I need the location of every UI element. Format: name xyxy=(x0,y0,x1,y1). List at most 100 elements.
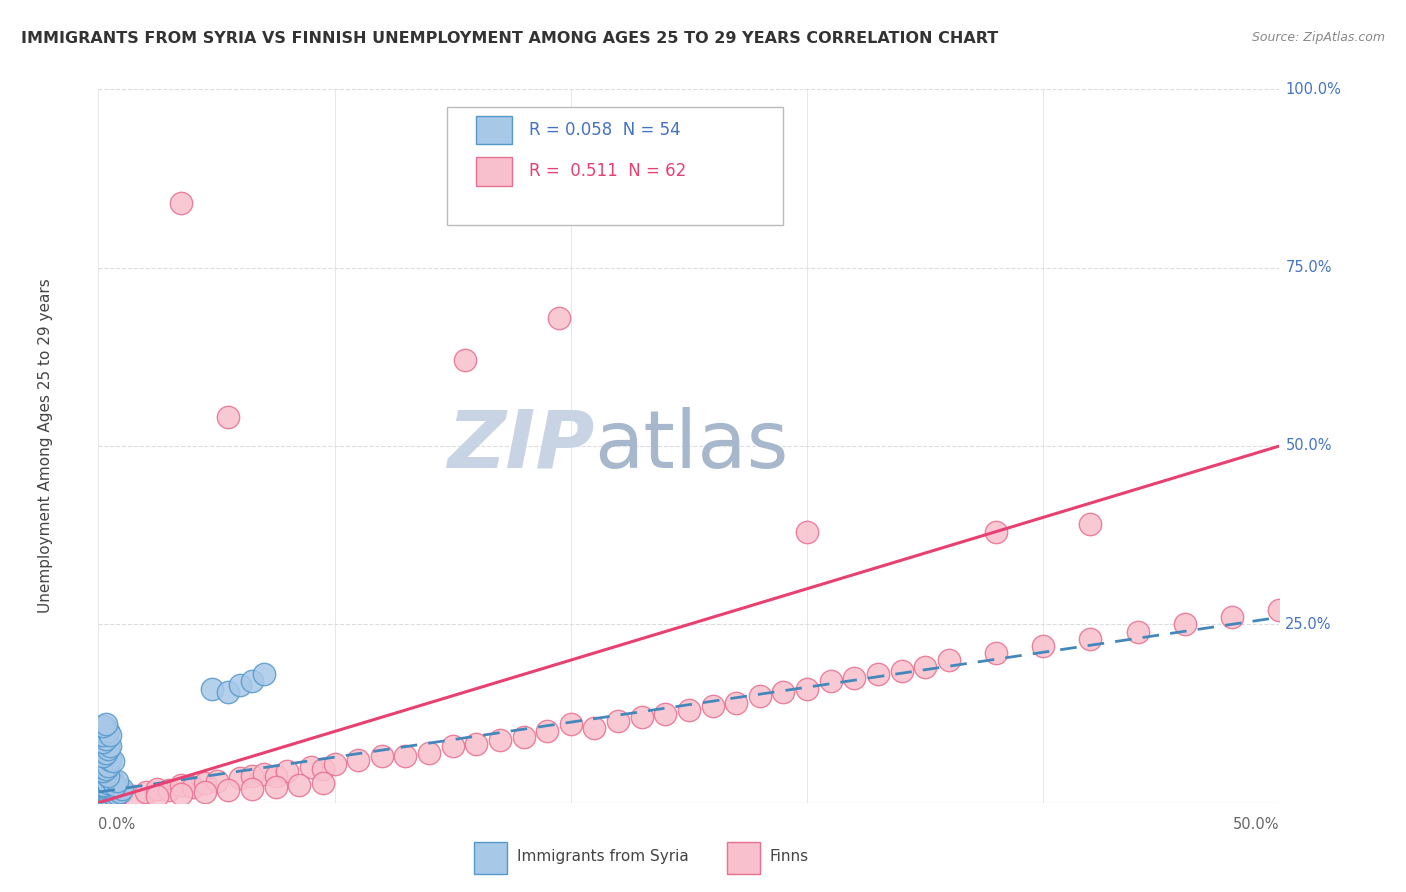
Point xyxy=(205,774,228,789)
Point xyxy=(104,778,127,792)
Point xyxy=(91,792,114,806)
Point xyxy=(654,706,676,721)
Point xyxy=(157,783,180,797)
Point xyxy=(194,785,217,799)
Point xyxy=(101,790,124,805)
Point xyxy=(201,681,224,696)
Point xyxy=(98,785,121,799)
Point xyxy=(489,733,512,747)
Point xyxy=(105,783,128,797)
Point xyxy=(98,781,121,796)
Point xyxy=(914,660,936,674)
Point xyxy=(453,353,475,368)
Point xyxy=(91,735,114,749)
Point xyxy=(111,785,134,799)
Point xyxy=(229,678,252,692)
Point xyxy=(1268,603,1291,617)
Point xyxy=(1080,632,1102,646)
Point xyxy=(97,776,120,790)
Point xyxy=(536,724,558,739)
Point xyxy=(748,689,770,703)
Point xyxy=(1174,617,1197,632)
Point xyxy=(323,756,346,771)
Text: 50.0%: 50.0% xyxy=(1233,817,1279,832)
Point xyxy=(104,789,127,803)
Text: ZIP: ZIP xyxy=(447,407,595,485)
Point xyxy=(217,410,239,425)
Point xyxy=(264,780,287,794)
Point xyxy=(938,653,960,667)
Text: IMMIGRANTS FROM SYRIA VS FINNISH UNEMPLOYMENT AMONG AGES 25 TO 29 YEARS CORRELAT: IMMIGRANTS FROM SYRIA VS FINNISH UNEMPLO… xyxy=(21,31,998,46)
Point xyxy=(90,760,112,774)
Point xyxy=(264,769,287,783)
Text: Unemployment Among Ages 25 to 29 years: Unemployment Among Ages 25 to 29 years xyxy=(38,278,53,614)
Point xyxy=(94,792,117,806)
Text: Source: ZipAtlas.com: Source: ZipAtlas.com xyxy=(1251,31,1385,45)
Point xyxy=(97,742,120,756)
Point xyxy=(94,762,117,776)
Text: Finns: Finns xyxy=(770,849,808,864)
Point xyxy=(1126,624,1149,639)
Point xyxy=(98,789,121,803)
Point xyxy=(94,721,117,735)
Point xyxy=(105,787,128,801)
Point xyxy=(98,753,121,767)
Point xyxy=(312,762,335,776)
Point xyxy=(91,749,114,764)
Point xyxy=(772,685,794,699)
Point xyxy=(312,776,335,790)
Point xyxy=(702,699,724,714)
Point xyxy=(240,674,263,689)
Point xyxy=(97,787,120,801)
Point xyxy=(94,746,117,760)
Point xyxy=(91,781,114,796)
Point xyxy=(347,753,370,767)
Point xyxy=(240,781,263,796)
Point xyxy=(583,721,606,735)
Point xyxy=(108,785,131,799)
Point xyxy=(90,724,112,739)
Point xyxy=(465,737,488,751)
Point xyxy=(135,785,157,799)
Point xyxy=(890,664,912,678)
Bar xyxy=(474,842,508,874)
Point xyxy=(105,787,128,801)
Point xyxy=(984,646,1007,660)
Point xyxy=(101,787,124,801)
Point xyxy=(253,767,276,781)
Point xyxy=(94,789,117,803)
Point xyxy=(796,681,818,696)
Text: 0.0%: 0.0% xyxy=(98,817,135,832)
Point xyxy=(98,771,121,785)
Text: atlas: atlas xyxy=(595,407,789,485)
Text: R = 0.058  N = 54: R = 0.058 N = 54 xyxy=(530,121,681,139)
Point xyxy=(91,764,114,778)
Point xyxy=(97,724,120,739)
Point xyxy=(101,783,124,797)
Point xyxy=(97,758,120,772)
Text: 75.0%: 75.0% xyxy=(1285,260,1331,275)
Point xyxy=(844,671,866,685)
Point xyxy=(394,749,416,764)
Point xyxy=(678,703,700,717)
Point xyxy=(94,731,117,746)
Point xyxy=(288,778,311,792)
Point xyxy=(97,783,120,797)
Point xyxy=(94,717,117,731)
Point xyxy=(94,767,117,781)
Point xyxy=(97,769,120,783)
Point xyxy=(548,310,571,325)
Point xyxy=(796,524,818,539)
Point xyxy=(418,746,440,760)
Text: 25.0%: 25.0% xyxy=(1285,617,1331,632)
FancyBboxPatch shape xyxy=(447,107,783,225)
Point xyxy=(104,785,127,799)
Point xyxy=(820,674,842,689)
Point xyxy=(725,696,748,710)
Text: R =  0.511  N = 62: R = 0.511 N = 62 xyxy=(530,162,686,180)
Point xyxy=(276,764,298,778)
Point xyxy=(111,781,134,796)
Point xyxy=(512,730,534,744)
Point xyxy=(91,785,114,799)
Point xyxy=(607,714,630,728)
